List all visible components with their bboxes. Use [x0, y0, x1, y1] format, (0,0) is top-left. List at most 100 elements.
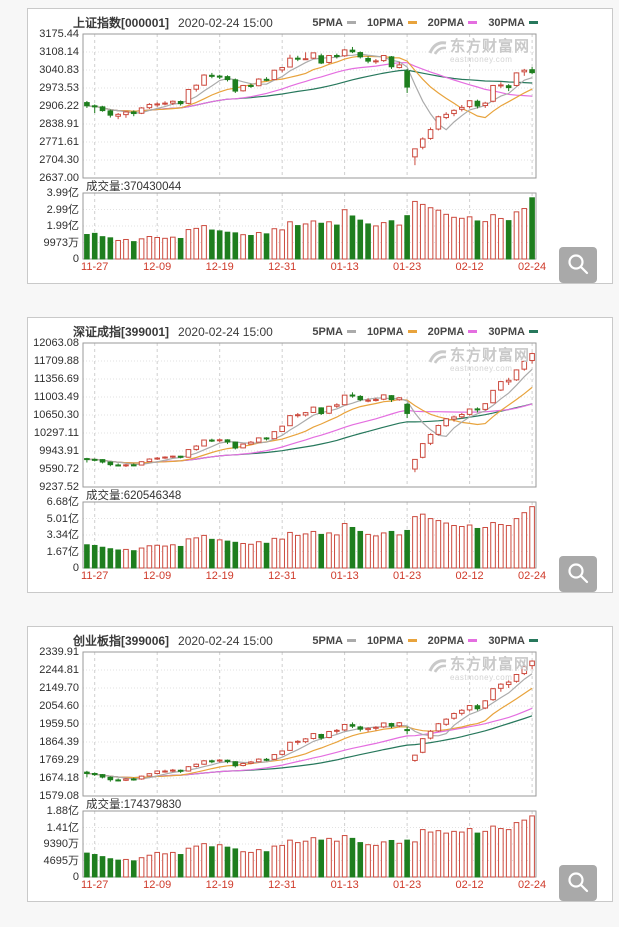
date-tick-label: 02-24 [518, 879, 547, 891]
price-tick-label: 11356.69 [33, 373, 79, 385]
price-tick-label: 3108.14 [39, 46, 79, 58]
date-tick-label: 02-12 [455, 879, 484, 891]
volume-label: 成交量: [86, 181, 124, 193]
legend-label-10pma: 10PMA [366, 16, 404, 29]
candlestick-chart-canvas [82, 342, 537, 569]
price-tick-label: 10297.11 [33, 427, 79, 439]
volume-tick-label: 0 [72, 253, 79, 265]
date-tick-label: 12-19 [205, 570, 234, 582]
watermark: 东方财富网 eastmoney.com [427, 657, 530, 682]
watermark-brand: 东方财富网 [449, 347, 530, 364]
watermark: 东方财富网 eastmoney.com [427, 39, 530, 64]
legend-swatch-30pma [529, 639, 538, 642]
magnifier-icon [568, 872, 589, 893]
eastmoney-logo-icon [428, 350, 447, 364]
legend-label-5pma: 5PMA [312, 634, 343, 647]
legend-label-5pma: 5PMA [312, 325, 343, 338]
legend-swatch-20pma [468, 21, 478, 24]
legend-swatch-5pma [346, 639, 356, 642]
date-tick-label: 01-13 [330, 879, 359, 891]
legend-swatch-20pma [468, 639, 478, 642]
price-tick-label: 2244.81 [39, 664, 79, 676]
price-tick-label: 3040.83 [39, 64, 79, 76]
date-tick-label: 01-13 [330, 570, 359, 582]
price-tick-label: 2149.70 [39, 682, 79, 694]
chart-panel-chinext: 创业板指[399006] 2020-02-24 15:00 5PMA 10PMA… [27, 626, 613, 902]
volume-tick-label: 0 [72, 562, 79, 574]
volume-tick-label: 2.99亿 [46, 203, 79, 216]
chart-header: 上证指数[000001] 2020-02-24 15:00 5PMA 10PMA… [73, 14, 538, 31]
volume-tick-label: 3.99亿 [46, 187, 79, 199]
zoom-button[interactable] [559, 556, 597, 592]
date-tick-label: 12-09 [143, 261, 172, 273]
price-tick-label: 2637.00 [39, 172, 79, 184]
legend-swatch-30pma [529, 330, 538, 333]
legend-swatch-5pma [346, 330, 356, 333]
price-tick-label: 2973.53 [39, 82, 79, 94]
zoom-button[interactable] [559, 865, 597, 901]
zoom-button[interactable] [559, 247, 597, 283]
eastmoney-logo-icon [428, 41, 447, 55]
date-tick-label: 12-19 [205, 879, 234, 891]
price-tick-label: 11709.88 [33, 355, 79, 367]
price-tick-label: 1674.18 [39, 772, 79, 784]
watermark-domain: eastmoney.com [449, 673, 513, 682]
chart-datetime: 2020-02-24 15:00 [178, 15, 273, 30]
volume-tick-label: 9973万 [43, 236, 79, 249]
price-tick-label: 9237.52 [39, 481, 79, 493]
price-tick-label: 2906.22 [39, 100, 79, 112]
volume-tick-label: 1.99亿 [46, 220, 79, 232]
date-tick-label: 02-24 [518, 570, 547, 582]
date-tick-label: 02-24 [518, 261, 547, 273]
date-tick-label: 12-09 [143, 570, 172, 582]
date-tick-label: 01-23 [393, 261, 422, 273]
legend-swatch-30pma [529, 21, 538, 24]
date-tick-label: 01-23 [393, 879, 422, 891]
legend-swatch-10pma [407, 639, 417, 642]
ma-legend: 5PMA 10PMA 20PMA 30PMA [312, 17, 538, 29]
volume-label: 成交量: [86, 799, 124, 811]
date-tick-label: 11-27 [81, 570, 109, 582]
volume-label: 成交量: [86, 490, 124, 502]
candlestick-chart-canvas [82, 651, 537, 878]
legend-label-30pma: 30PMA [488, 325, 525, 338]
legend-label-5pma: 5PMA [312, 16, 343, 29]
price-tick-label: 2054.60 [39, 700, 79, 712]
date-tick-label: 11-27 [81, 261, 109, 273]
ma-legend: 5PMA 10PMA 20PMA 30PMA [312, 635, 538, 647]
legend-label-20pma: 20PMA [427, 16, 465, 29]
legend-label-20pma: 20PMA [427, 634, 465, 647]
date-tick-label: 12-09 [143, 879, 172, 891]
price-tick-label: 11003.49 [33, 391, 79, 403]
price-tick-label: 2339.91 [39, 646, 79, 658]
price-tick-label: 1769.29 [39, 754, 79, 766]
date-tick-label: 01-23 [393, 570, 422, 582]
watermark-domain: eastmoney.com [449, 364, 513, 373]
chart-panel-shanghai-composite: 上证指数[000001] 2020-02-24 15:00 5PMA 10PMA… [27, 8, 613, 284]
legend-swatch-20pma [468, 330, 478, 333]
volume-tick-label: 4695万 [43, 854, 79, 867]
watermark-brand: 东方财富网 [449, 656, 530, 673]
volume-value: 370430044 [123, 181, 182, 193]
watermark-domain: eastmoney.com [449, 55, 513, 64]
price-tick-label: 2838.91 [39, 118, 79, 130]
chart-title: 上证指数[000001] [73, 16, 170, 30]
magnifier-icon [568, 563, 589, 584]
date-tick-label: 12-31 [268, 879, 297, 891]
legend-label-10pma: 10PMA [366, 325, 404, 338]
volume-caption: 成交量:370430044 [86, 178, 181, 194]
price-tick-label: 2704.30 [39, 154, 79, 166]
price-tick-label: 1864.39 [39, 736, 79, 748]
price-tick-label: 2771.61 [39, 136, 79, 148]
watermark-brand: 东方财富网 [449, 38, 530, 55]
chart-header: 深证成指[399001] 2020-02-24 15:00 5PMA 10PMA… [73, 323, 538, 340]
legend-label-30pma: 30PMA [488, 634, 525, 647]
watermark: 东方财富网 eastmoney.com [427, 348, 530, 373]
volume-value: 620546348 [123, 490, 182, 502]
price-tick-label: 12063.08 [33, 337, 79, 349]
legend-swatch-10pma [407, 21, 417, 24]
volume-caption: 成交量:620546348 [86, 487, 181, 503]
date-tick-label: 12-31 [268, 261, 297, 273]
volume-tick-label: 3.34亿 [46, 529, 79, 541]
price-tick-label: 1579.08 [39, 790, 79, 802]
